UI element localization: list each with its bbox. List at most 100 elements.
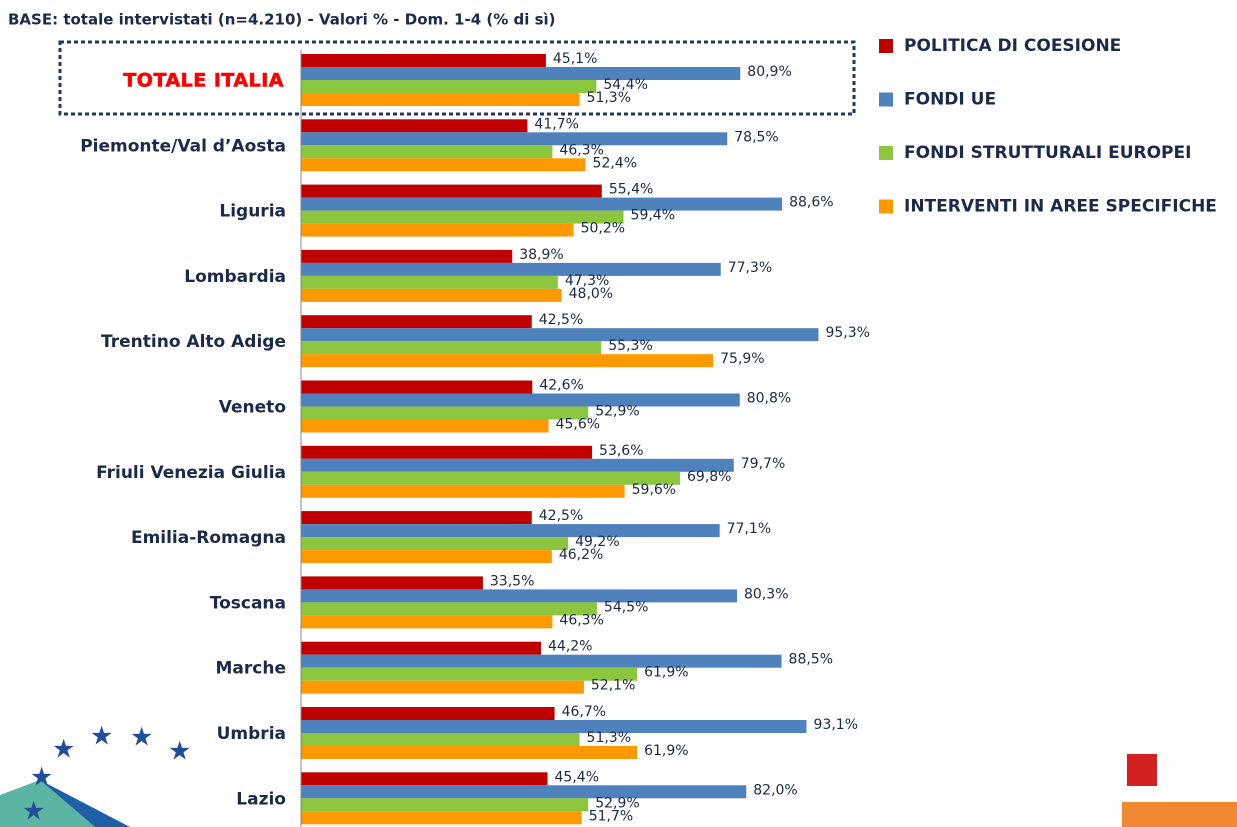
bar xyxy=(301,197,783,211)
value-label: 52,9% xyxy=(595,404,639,420)
value-label: 80,8% xyxy=(747,391,791,407)
value-label: 54,5% xyxy=(604,599,648,615)
value-label: 61,9% xyxy=(644,743,688,759)
category-label: Marche xyxy=(216,659,286,679)
svg-text:★: ★ xyxy=(130,723,153,753)
bar xyxy=(301,288,562,302)
value-label: 46,3% xyxy=(559,142,603,158)
value-label: 54,4% xyxy=(603,77,647,93)
value-label: 52,9% xyxy=(595,795,639,811)
bar xyxy=(301,80,597,93)
value-label: 93,1% xyxy=(814,717,858,733)
value-label: 51,7% xyxy=(589,808,633,824)
bar xyxy=(301,576,483,590)
bar xyxy=(301,315,532,329)
legend-swatch xyxy=(879,92,893,107)
value-label: 77,3% xyxy=(728,260,772,276)
bar xyxy=(301,119,528,133)
value-label: 50,2% xyxy=(581,221,625,237)
value-label: 77,1% xyxy=(727,521,771,537)
logo-decoration: ★ ★ ★ ★ ★ ★ xyxy=(0,722,1237,827)
value-label: 47,3% xyxy=(565,273,609,289)
value-label: 61,9% xyxy=(644,665,688,681)
bar xyxy=(301,458,734,472)
category-label: Piemonte/Val d’Aosta xyxy=(80,136,286,156)
value-label: 46,3% xyxy=(559,612,603,628)
value-label: 48,0% xyxy=(569,286,613,302)
svg-text:★: ★ xyxy=(90,722,113,752)
value-label: 59,6% xyxy=(632,482,676,498)
value-label: 41,7% xyxy=(534,116,578,132)
bar xyxy=(301,93,580,106)
svg-text:★: ★ xyxy=(168,737,191,767)
bar xyxy=(301,262,721,276)
legend-label: FONDI UE xyxy=(904,90,996,110)
category-label: Emilia-Romagna xyxy=(131,528,286,548)
value-label: 82,0% xyxy=(753,782,797,798)
bar xyxy=(301,380,533,394)
category-label: Liguria xyxy=(219,202,286,222)
bar xyxy=(301,746,638,759)
value-label: 55,3% xyxy=(608,338,652,354)
bar xyxy=(301,798,589,812)
value-label: 80,9% xyxy=(747,64,791,80)
bar xyxy=(301,667,638,681)
value-label: 78,5% xyxy=(734,129,778,145)
bar xyxy=(301,354,714,368)
bar xyxy=(301,445,593,459)
bar xyxy=(301,785,747,799)
bar xyxy=(301,341,602,355)
bar xyxy=(301,811,582,825)
bar xyxy=(301,132,728,146)
legend-swatch xyxy=(879,146,893,160)
value-label: 42,5% xyxy=(539,312,583,328)
bar xyxy=(301,733,580,746)
bar xyxy=(301,772,548,786)
bar xyxy=(301,145,553,159)
highlight-box xyxy=(58,40,856,116)
legend-label: INTERVENTI IN AREE SPECIFICHE xyxy=(904,197,1217,217)
value-label: 88,6% xyxy=(789,195,833,211)
chart-title: BASE: totale intervistati (n=4.210) - Va… xyxy=(8,11,556,29)
svg-text:★: ★ xyxy=(22,797,45,827)
bar xyxy=(301,641,542,655)
value-label: 59,4% xyxy=(631,208,675,224)
bar xyxy=(301,184,602,198)
value-label: 46,2% xyxy=(559,547,603,563)
total-label: TOTALE ITALIA xyxy=(123,70,284,92)
category-label: Lombardia xyxy=(184,267,286,287)
value-label: 80,3% xyxy=(744,586,788,602)
bar xyxy=(301,511,532,525)
bar xyxy=(301,707,555,720)
value-label: 52,1% xyxy=(591,678,635,694)
category-label: Umbria xyxy=(217,724,286,744)
category-label: Veneto xyxy=(219,398,286,418)
bar xyxy=(301,654,782,668)
legend-label: FONDI STRUTTURALI EUROPEI xyxy=(904,143,1191,163)
svg-text:★: ★ xyxy=(52,735,75,765)
value-label: 45,1% xyxy=(553,51,597,67)
bar xyxy=(301,419,549,433)
bar xyxy=(301,550,552,564)
value-label: 79,7% xyxy=(741,456,785,472)
bar xyxy=(301,406,589,420)
value-label: 52,4% xyxy=(593,155,637,171)
bar xyxy=(301,471,681,485)
value-label: 69,8% xyxy=(687,469,731,485)
value-label: 49,2% xyxy=(575,534,619,550)
bar xyxy=(301,720,807,733)
bar xyxy=(301,537,569,551)
bar xyxy=(301,602,597,616)
value-label: 45,4% xyxy=(555,769,599,785)
bar xyxy=(301,393,740,407)
bar xyxy=(301,615,553,629)
bar xyxy=(301,158,586,172)
bar xyxy=(301,484,625,498)
category-label: Friuli Venezia Giulia xyxy=(96,463,286,483)
bar xyxy=(301,589,738,603)
svg-text:★: ★ xyxy=(30,763,53,793)
bar xyxy=(301,210,624,224)
value-label: 51,3% xyxy=(587,90,631,106)
category-label: Lazio xyxy=(236,789,286,809)
legend-swatch xyxy=(879,39,893,53)
